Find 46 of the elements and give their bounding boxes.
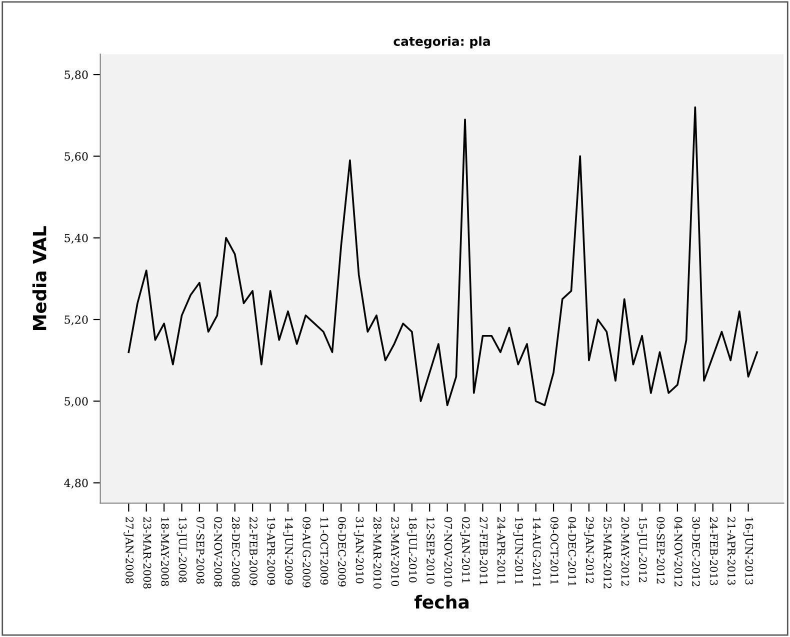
x-tick-label: 07-NOV-2010 [444,517,452,587]
x-tick-label: 18-MAY-2008 [161,518,169,586]
x-tick-label: 23-MAY-2010 [391,517,400,586]
line-series [128,106,758,406]
y-tick-label: 5,20 [64,315,88,326]
x-tick-label: 31-JAN-2010 [354,517,364,584]
x-tick-label: 28-MAR-2010 [373,517,382,589]
x-tick-label: 16-JUN-2013 [743,518,754,585]
x-tick-label: 13-JUL-2008 [176,518,187,582]
y-tick-label: 5,60 [64,152,88,162]
y-tick-label: 4,80 [64,478,88,489]
x-tick-label: 14-JUN-2009 [282,518,293,585]
x-tick-label: 14-AUG-2011 [532,518,541,587]
x-tick-label: 11-OCT-2009 [320,518,328,585]
x-axis-title: fecha [414,594,469,609]
x-tick-label: 07-SEP-2008 [196,517,204,584]
x-tick-label: 21-APR-2013 [728,517,736,585]
x-tick-label: 28-DEC-2008 [232,517,240,586]
x-tick-label: 12-SEP-2010 [426,518,434,584]
x-tick-label: 27-FEB-2011 [480,517,488,584]
y-tick-label: 5,00 [64,397,88,407]
x-tick-label: 09-OCT-2011 [550,517,558,584]
x-tick-label: 09-SEP-2012 [656,517,665,584]
x-tick-label: 02-NOV-2008 [214,517,222,587]
x-tick-label: 04-NOV-2012 [674,517,682,586]
x-tick-label: 23-MAR-2008 [143,517,152,589]
x-tick-label: 20-MAY-2012 [621,517,630,586]
x-tick-label: 15-JUL-2012 [637,518,647,582]
x-tick-label: 06-DEC-2009 [338,517,346,586]
y-tick-label: 5,40 [64,234,88,244]
x-tick-label: 30-DEC-2012 [692,517,700,586]
x-tick-label: 04-DEC-2011 [568,517,576,586]
y-axis-title: Media VAL [32,226,46,330]
x-tick-label: 24-FEB-2013 [710,517,718,586]
chart-title: categoria: pla [394,36,490,49]
x-tick-label: 24-APR-2011 [497,517,506,584]
y-tick-label: 5,80 [64,70,88,80]
x-tick-label: 19-JUN-2011 [513,518,523,584]
x-tick-label: 29-JAN-2012 [584,517,594,584]
x-tick-label: 18-JUL-2010 [406,518,417,582]
x-tick-label: 09-AUG-2009 [302,517,311,588]
x-tick-label: 25-MAR-2012 [604,517,612,588]
x-tick-label: 19-APR-2009 [267,518,276,585]
x-tick-label: 02-JAN-2011 [460,517,470,583]
x-tick-label: 22-FEB-2009 [250,517,258,586]
x-tick-label: 27-JAN-2008 [124,517,134,584]
